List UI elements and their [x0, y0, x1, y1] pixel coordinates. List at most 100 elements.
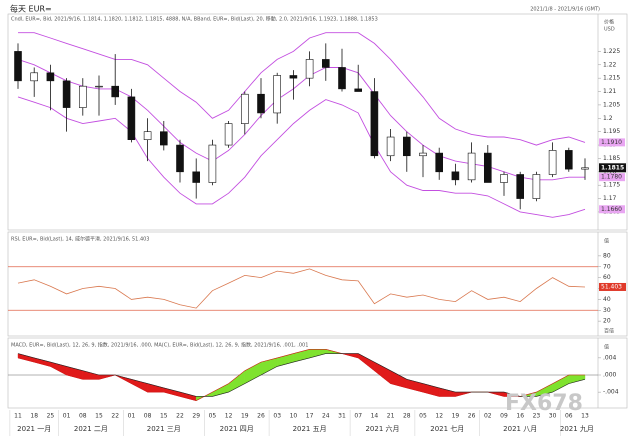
x-tick-label: 12 [435, 413, 443, 420]
band-label-box [599, 138, 625, 147]
x-tick-label: 01 [128, 413, 136, 420]
y-tick-label: 20 [603, 318, 611, 325]
candle-body [386, 136, 395, 157]
candle-body [467, 152, 476, 181]
x-tick-label: 21 [387, 413, 395, 420]
macd-fill [568, 374, 586, 384]
candle-body [208, 144, 217, 183]
macd-fill [552, 374, 569, 393]
x-tick-label: 26 [257, 413, 265, 420]
y-tick-label: 1.17 [603, 195, 617, 202]
x-tick-label: 05 [419, 413, 427, 420]
axis-title: 价格 [604, 19, 614, 26]
candle-body [257, 93, 265, 114]
x-tick-label: 19 [452, 413, 460, 420]
candle-body [14, 51, 22, 82]
y-tick-label: 80 [603, 252, 611, 259]
macd-fill [34, 357, 51, 367]
panel-frame [7, 13, 628, 231]
x-tick-label: 15 [95, 413, 103, 420]
x-tick-label: 05 [209, 413, 217, 420]
x-tick-label: 19 [241, 413, 249, 420]
y-tick-label: 1.2 [603, 115, 613, 122]
candle-body [548, 150, 557, 175]
candle-body [176, 144, 184, 173]
bollinger-band [17, 58, 585, 181]
axis-unit: USD [604, 27, 615, 33]
panel-legend: Cndl, EUR=, Bid, 2021/9/16, 1.1814, 1.18… [11, 16, 378, 23]
candle-body [321, 59, 330, 68]
x-tick-label: 09 [500, 413, 508, 420]
y-tick-label: .000 [603, 372, 617, 379]
y-tick-label: 30 [603, 307, 611, 314]
y-tick-label: -.004 [603, 389, 619, 396]
x-tick-label: 08 [144, 413, 152, 420]
x-tick-label: 17 [306, 413, 314, 420]
y-tick-label: 1.185 [603, 155, 620, 162]
macd-fill [244, 361, 262, 384]
candle-body [532, 174, 541, 199]
month-label: 2021 六月 [365, 424, 399, 433]
candle-body [564, 150, 573, 170]
axis-unit: 百倍 [604, 328, 614, 335]
candle-body [79, 85, 87, 108]
rsi-label: 51.403 [601, 283, 622, 290]
x-tick-label: 08 [79, 413, 87, 420]
x-tick-label: 01 [63, 413, 71, 420]
band-label: 1.1910 [601, 139, 622, 146]
axis-title: 值 [604, 344, 609, 351]
date-range: 2021/1/8 - 2021/9/16 (GMT) [530, 7, 600, 13]
candle-body [338, 67, 346, 90]
x-tick-label: 18 [30, 413, 38, 420]
candle-body [273, 75, 282, 114]
watermark: FX678 [505, 391, 583, 416]
candle-body [435, 152, 444, 173]
rsi-label-box [599, 282, 626, 291]
macd-fill [390, 370, 407, 389]
candle-body [95, 85, 103, 88]
candle-body [354, 88, 363, 92]
panel-frame [7, 337, 628, 409]
last-price-label: 1.1815 [601, 164, 624, 171]
y-tick-label: 1.215 [603, 75, 620, 82]
candle-body [224, 123, 233, 146]
band-label-box [599, 205, 625, 214]
x-tick-label: 03 [273, 413, 281, 420]
x-tick-label: 07 [354, 413, 362, 420]
y-tick-label: 1.195 [603, 128, 620, 135]
month-label: 2021 四月 [220, 425, 254, 433]
x-tick-label: 29 [192, 413, 200, 420]
x-tick-label: 30 [549, 413, 557, 420]
y-tick-label: 1.22 [603, 61, 617, 68]
month-label: 2021 八月 [503, 425, 537, 433]
y-tick-label: 60 [603, 274, 611, 281]
candle-body [30, 72, 39, 82]
macd-fill [309, 349, 326, 359]
candle-body [402, 136, 411, 157]
bollinger-band [18, 32, 586, 146]
candle-body [192, 171, 200, 183]
x-tick-label: 14 [371, 413, 379, 420]
x-tick-label: 10 [290, 413, 298, 420]
month-label: 2021 五月 [293, 425, 327, 433]
macd-fill [163, 387, 181, 397]
y-tick-label: 1.225 [603, 48, 620, 55]
candle-body [581, 167, 589, 170]
macd-fill [17, 353, 35, 363]
x-tick-label: 25 [47, 413, 55, 420]
panel-frame [7, 231, 628, 337]
month-label: 2021 九月 [560, 424, 594, 433]
month-label: 2021 七月 [430, 424, 464, 433]
candle-body [111, 85, 119, 98]
panel-legend: MACD, EUR=, Bid(Last), 12, 26, 9, 指数, 20… [11, 342, 308, 349]
x-tick-label: 22 [111, 413, 119, 420]
plot [8, 266, 598, 311]
month-label: 2021 一月 [17, 425, 51, 433]
candle-body [127, 96, 136, 141]
candle-body [46, 72, 55, 82]
x-tick-label: 24 [322, 413, 330, 420]
panel-legend: RSI, EUR=, Bid(Last), 14, 威尔德平滑, 2021/9/… [11, 236, 149, 243]
band-label: 1.1780 [601, 174, 622, 181]
macd-fill [82, 370, 100, 380]
